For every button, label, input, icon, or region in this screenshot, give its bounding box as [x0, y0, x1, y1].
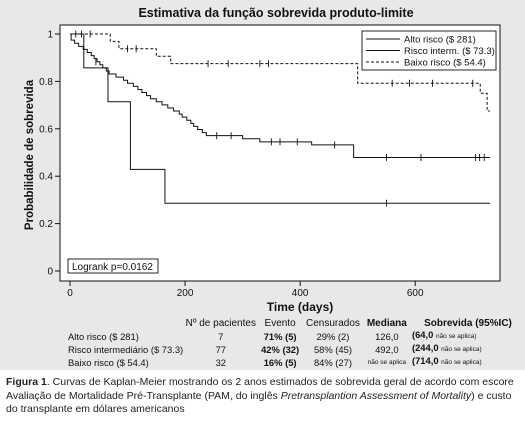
caption-italic: Pretransplantion Assessment of Mortality — [280, 389, 472, 402]
row-censurados: 84% (27) — [313, 357, 352, 368]
table-row: Alto risco ($ 281) 7 71% (5) 29% (2) 126… — [68, 329, 524, 342]
row-n: 77 — [215, 344, 226, 355]
km-chart: Estimativa da função sobrevida produto-l… — [24, 6, 501, 314]
row-mediana: 126,0 — [375, 331, 399, 342]
header-mediana: Mediana — [366, 318, 407, 329]
row-censurados: 58% (45) — [313, 344, 352, 355]
series-line-0 — [70, 33, 490, 204]
y-axis-label: Probabilidade de sobrevida — [24, 79, 36, 230]
row-censurados: 29% (2) — [316, 331, 350, 342]
logrank-box: Logrank p=0.0162 — [67, 258, 159, 274]
x-axis-label: Time (days) — [267, 300, 333, 314]
row-sobrevida: (714,0 não se aplica) — [411, 355, 482, 366]
row-sobrevida: (244,0 não se aplica) — [411, 342, 482, 353]
header-sobrevida: Sobrevida (95%IC) — [424, 318, 512, 329]
logrank-box-frame — [67, 258, 159, 274]
risk-table: Nº de pacientes Evento Censurados Median… — [68, 318, 524, 368]
legend-entry: Risco interm. ($ 73.3) — [404, 46, 495, 57]
caption-text-end: ) e custo do transplante em dólares amer… — [6, 389, 512, 416]
row-label: Risco intermediário ($ 73.3) — [68, 344, 184, 355]
row-sobrevida: (64,0 não se aplica) — [411, 329, 477, 340]
row-mediana: não se aplica — [367, 359, 406, 366]
x-tick-label: 600 — [407, 288, 424, 299]
x-tick-label: 200 — [177, 288, 194, 299]
survival-curves — [70, 30, 490, 207]
row-n: 32 — [215, 357, 226, 368]
y-tick-label: 0 — [47, 267, 53, 278]
y-tick-label: 0.4 — [39, 172, 53, 183]
risk-table-corner — [68, 318, 186, 329]
series-line-1 — [70, 33, 490, 158]
y-tick-label: 1 — [47, 30, 53, 41]
y-tick-label: 0.6 — [39, 124, 53, 135]
row-n: 7 — [218, 331, 224, 342]
x-tick-label: 0 — [67, 288, 73, 299]
logrank-annotation: Logrank p=0.0162 — [72, 262, 153, 273]
chart-title: Estimativa da função sobrevida produto-l… — [138, 6, 413, 20]
figure-panel: Estimativa da função sobrevida produto-l… — [0, 0, 525, 370]
x-tick-label: 400 — [292, 288, 309, 299]
row-evento: 42% (32) — [261, 344, 300, 355]
caption-label: Figura 1 — [6, 376, 47, 388]
legend: Alto risco ($ 281)Risco interm. ($ 73.3)… — [361, 30, 497, 71]
legend-entry: Baixo risco ($ 54.4) — [404, 58, 486, 69]
risk-table-header-row: Nº de pacientes Evento Censurados Median… — [68, 318, 524, 329]
row-label: Alto risco ($ 281) — [68, 331, 139, 342]
y-tick-label: 0.2 — [39, 219, 53, 230]
table-row: Baixo risco ($ 54.4) 32 16% (5) 84% (27)… — [68, 355, 524, 368]
caption-text: . Curvas de Kaplan-Meier mostrando os 2 … — [6, 376, 514, 402]
y-tick-label: 0.8 — [39, 77, 53, 88]
legend-entry: Alto risco ($ 281) — [404, 35, 476, 46]
row-mediana: 492,0 — [375, 344, 399, 355]
row-evento: 16% (5) — [263, 357, 297, 368]
row-label: Baixo risco ($ 54.4) — [68, 357, 149, 368]
header-evento: Evento — [264, 318, 296, 329]
table-row: Risco intermediário ($ 73.3) 77 42% (32)… — [68, 342, 524, 355]
header-n-pacientes: Nº de pacientes — [185, 318, 256, 329]
figure-caption: Figura 1. Curvas de Kaplan-Meier mostran… — [6, 376, 518, 417]
series-line-2 — [70, 33, 490, 112]
header-censurados: Censurados — [306, 318, 360, 329]
row-evento: 71% (5) — [263, 331, 297, 342]
